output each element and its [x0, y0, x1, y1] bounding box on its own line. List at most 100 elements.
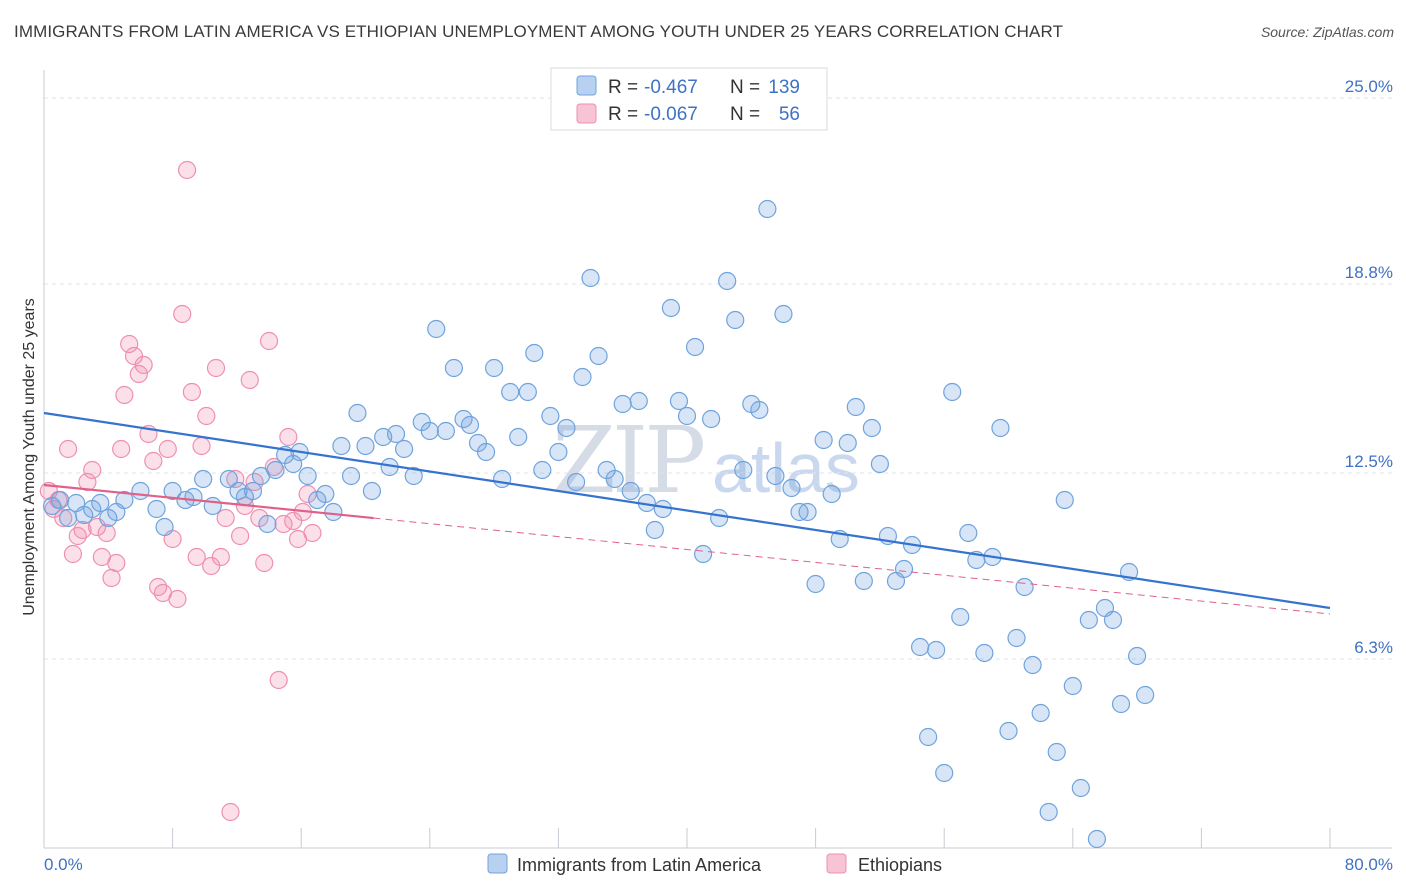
latin-america-point: [750, 400, 769, 420]
ethiopians-point: [206, 358, 226, 378]
trend-line-ethiopians-dashed: [373, 517, 1331, 615]
watermark-zip: ZIP: [552, 407, 703, 514]
ethiopians-point: [107, 553, 126, 573]
ethiopians-point: [240, 370, 259, 390]
latin-america-point: [115, 490, 134, 510]
latin-america-point: [394, 439, 414, 459]
latin-america-point: [726, 310, 745, 330]
latin-america-point: [1079, 610, 1098, 630]
legend-r-label: R =: [608, 104, 638, 125]
latin-america-point: [348, 403, 367, 423]
ethiopians-point: [259, 331, 279, 351]
latin-america-point: [1127, 646, 1147, 666]
latin-america-point: [710, 508, 729, 528]
y-tick-labels: 6.3% 12.5% 18.8% 25.0%: [1345, 77, 1393, 657]
ethiopians-point: [112, 439, 131, 459]
latin-america-point: [774, 304, 793, 324]
latin-america-point: [1136, 685, 1155, 705]
bottom-legend-label-blue: Immigrants from Latin America: [517, 855, 762, 875]
ethiopians-point: [279, 427, 298, 447]
latin-america-point: [927, 640, 946, 660]
bottom-legend: Immigrants from Latin America Ethiopians: [487, 853, 942, 875]
latin-america-point: [685, 337, 705, 357]
ethiopians-point: [59, 439, 78, 459]
latin-america-point: [485, 358, 504, 378]
ethiopians-point: [120, 334, 139, 354]
latin-america-point: [557, 418, 576, 438]
latin-america-point: [935, 763, 954, 783]
latin-america-point: [525, 343, 544, 363]
latin-america-point: [766, 466, 785, 486]
latin-america-point: [846, 397, 865, 417]
ethiopians-point: [298, 484, 317, 504]
legend-swatch-blue: [576, 75, 597, 96]
latin-america-point: [147, 499, 166, 519]
latin-america-point: [991, 418, 1010, 438]
ethiopians-point: [144, 451, 163, 471]
latin-america-point: [838, 433, 857, 453]
latin-america-point: [163, 481, 182, 501]
latin-america-point: [629, 391, 648, 411]
latin-america-point: [862, 418, 881, 438]
ethiopians-point: [129, 364, 148, 384]
latin-america-point: [184, 487, 203, 507]
latin-america-point: [1063, 676, 1082, 696]
latin-america-point: [243, 481, 263, 501]
latin-america-point: [798, 502, 817, 522]
latin-america-point: [404, 466, 423, 486]
ethiopians-point: [269, 670, 288, 690]
latin-america-point: [266, 460, 285, 480]
latin-america-point: [621, 481, 640, 501]
latin-america-point: [1007, 628, 1026, 648]
latin-america-point: [316, 484, 335, 504]
latin-america-point: [509, 427, 528, 447]
chart-title: IMMIGRANTS FROM LATIN AMERICA VS ETHIOPI…: [14, 22, 1064, 41]
ethiopians-point: [54, 508, 73, 528]
latin-america-point: [59, 508, 78, 528]
latin-america-point: [444, 358, 464, 378]
watermark: ZIP atlas: [552, 407, 860, 514]
latin-america-point: [718, 271, 737, 291]
latin-america-point: [566, 472, 586, 492]
latin-america-point: [645, 520, 664, 540]
latin-america-point: [870, 454, 890, 474]
latin-america-point: [693, 544, 713, 564]
latin-america-point: [669, 391, 689, 411]
ethiopians-point: [63, 544, 83, 564]
latin-america-point: [653, 499, 672, 519]
y-tick-label: 25.0%: [1345, 77, 1393, 96]
ethiopians-point: [134, 355, 153, 375]
latin-america-point: [661, 298, 681, 318]
bottom-legend-swatch-pink: [826, 853, 847, 874]
latin-america-point: [476, 442, 496, 462]
latin-america-point: [951, 607, 970, 627]
legend-n-label: N =: [730, 77, 760, 98]
legend-n-label: N =: [730, 104, 760, 125]
latin-america-point: [782, 478, 801, 498]
latin-america-point: [734, 460, 753, 480]
trend-line-latin-america: [43, 411, 1331, 610]
ethiopians-point: [231, 526, 250, 546]
latin-america-point: [427, 319, 446, 339]
latin-america-point: [854, 571, 873, 591]
legend-n-value-pink: 56: [779, 104, 800, 125]
latin-america-point: [894, 559, 914, 579]
source-credit: Source: ZipAtlas.com: [1260, 24, 1394, 40]
latin-america-point: [919, 727, 938, 747]
latin-america-point: [1103, 610, 1123, 630]
ethiopians-point: [192, 436, 211, 456]
latin-america-point: [822, 484, 841, 504]
ethiopians-point: [255, 553, 274, 573]
latin-america-point: [605, 469, 624, 489]
latin-america-point: [1111, 694, 1131, 714]
ethiopians-point: [226, 469, 245, 489]
latin-america-point: [1071, 778, 1090, 798]
latin-america-point: [203, 496, 222, 516]
axes: [43, 70, 1392, 849]
ethiopians-point: [197, 406, 216, 426]
y-tick-label: 12.5%: [1345, 452, 1393, 471]
legend: R = -0.467 N = 139 R = -0.067 N = 56: [550, 67, 828, 131]
latin-america-point: [194, 469, 213, 489]
latin-america-point: [677, 406, 697, 426]
latin-america-point: [533, 460, 552, 480]
